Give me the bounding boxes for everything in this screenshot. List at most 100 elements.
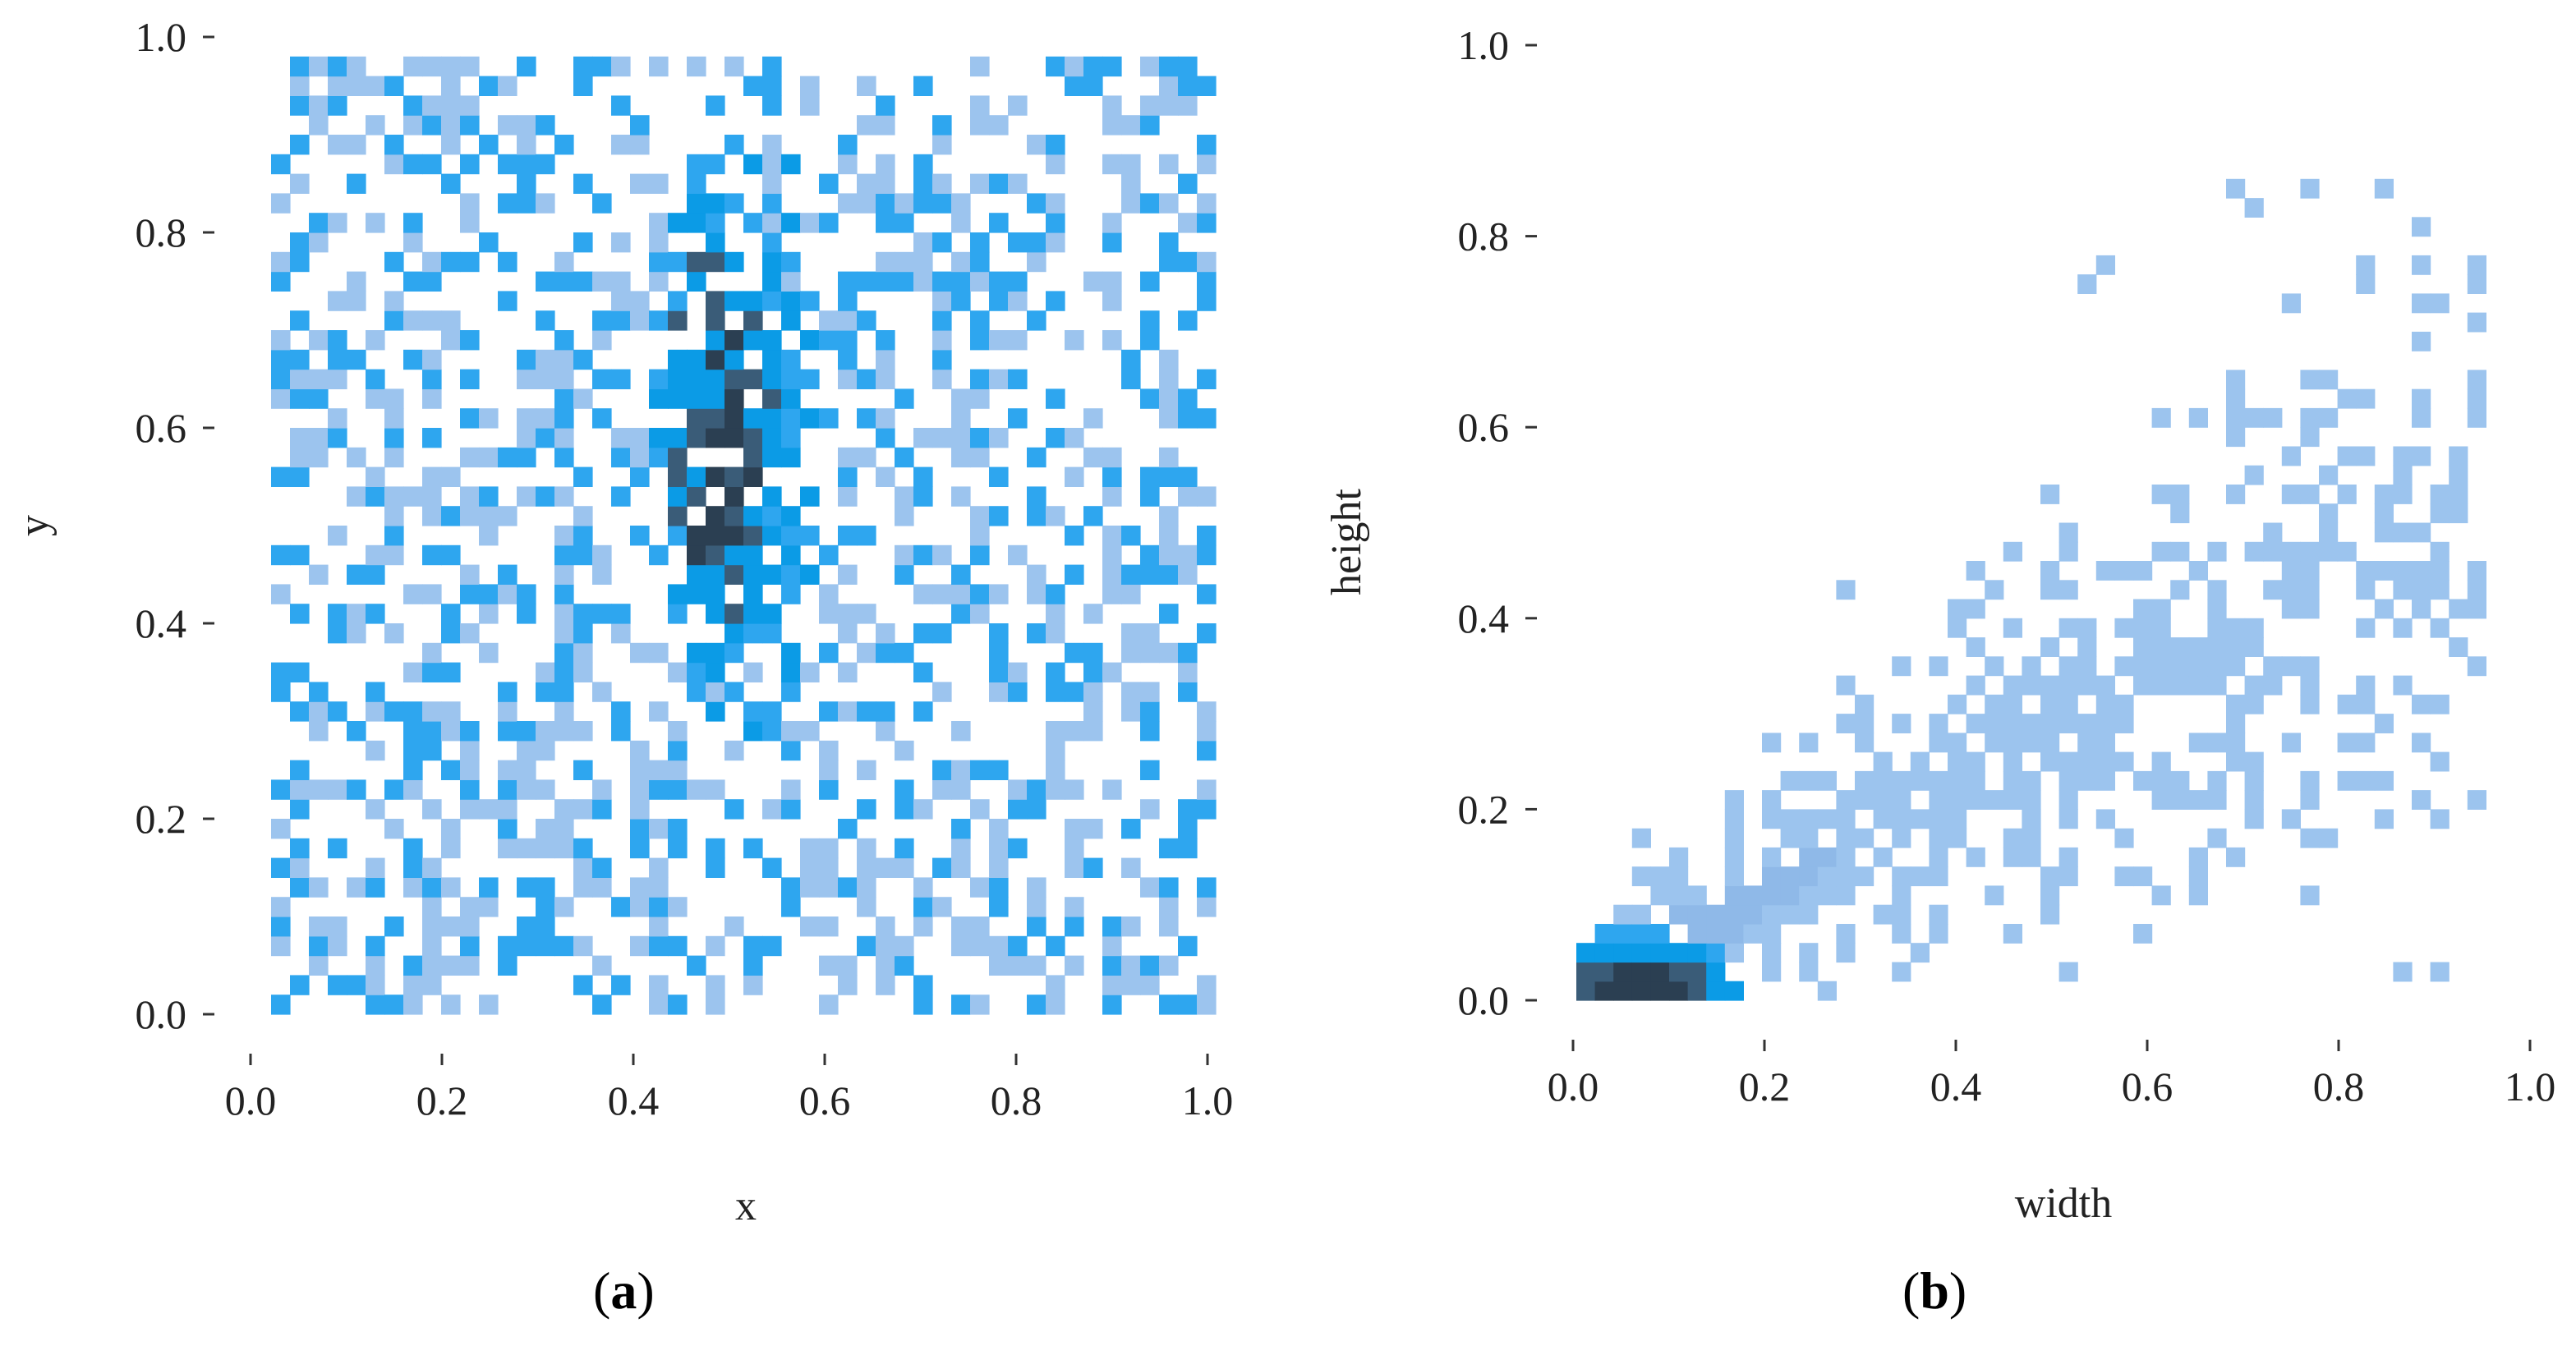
heatmap-cell: [554, 604, 574, 624]
heatmap-cell: [743, 975, 763, 995]
heatmap-cell: [2207, 541, 2227, 562]
heatmap-cell: [762, 701, 782, 722]
heatmap-cell: [951, 193, 971, 214]
heatmap-cell: [271, 779, 291, 800]
heatmap-cell: [422, 506, 442, 526]
heatmap-cell: [781, 291, 801, 311]
heatmap-cell: [819, 584, 839, 604]
heatmap-cell: [876, 349, 895, 370]
heatmap-cell: [611, 95, 631, 116]
heatmap-cell: [2077, 274, 2097, 294]
heatmap-cell: [706, 604, 725, 624]
heatmap-cell: [913, 173, 933, 194]
heatmap-cell: [1083, 701, 1103, 722]
heatmap-cell: [309, 56, 329, 77]
heatmap-cell: [876, 955, 895, 976]
heatmap-cell: [441, 955, 461, 976]
heatmap-cell: [668, 428, 688, 448]
heatmap-cell: [441, 95, 461, 116]
heatmap-cell: [1140, 330, 1160, 351]
heatmap-cell: [1159, 526, 1179, 546]
heatmap-cell: [1178, 486, 1198, 507]
heatmap-cell: [536, 897, 555, 917]
heatmap-cell: [762, 506, 782, 526]
heatmap-cell: [573, 544, 593, 566]
heatmap-cell: [649, 388, 669, 409]
heatmap-cell: [649, 935, 669, 957]
heatmap-cell: [328, 838, 347, 859]
heatmap-cell: [347, 623, 366, 644]
heatmap-cell: [2188, 675, 2208, 696]
heatmap-cell: [1178, 642, 1198, 664]
heatmap-cell: [1046, 56, 1065, 77]
heatmap-cell: [668, 251, 688, 273]
heatmap-cell: [554, 271, 574, 292]
heatmap-cell: [932, 310, 952, 331]
heatmap-cell: [1027, 584, 1046, 604]
heatmap-cell: [913, 799, 933, 820]
heatmap-cell: [1948, 618, 1967, 638]
heatmap-cell: [668, 388, 688, 409]
heatmap-cell: [876, 935, 895, 957]
heatmap-cell: [1140, 701, 1160, 722]
heatmap-cell: [441, 760, 461, 780]
panel-a-heatmap-cells: [271, 56, 1217, 1015]
heatmap-cell: [2412, 255, 2431, 275]
heatmap-cell: [706, 310, 725, 331]
heatmap-cell: [762, 154, 782, 175]
heatmap-cell: [290, 799, 310, 820]
heatmap-cell: [932, 173, 952, 194]
heatmap-cell: [403, 213, 423, 233]
heatmap-cell: [1836, 943, 1856, 963]
heatmap-cell: [1799, 943, 1819, 963]
heatmap-cell: [1197, 135, 1217, 155]
heatmap-cell: [1743, 885, 1763, 906]
heatmap-cell: [781, 897, 801, 917]
heatmap-cell: [876, 115, 895, 136]
heatmap-cell: [498, 291, 518, 311]
heatmap-cell: [724, 623, 744, 644]
heatmap-cell: [554, 897, 574, 917]
heatmap-cell: [2188, 656, 2208, 677]
heatmap-cell: [857, 76, 876, 96]
heatmap-cell: [2319, 465, 2339, 485]
heatmap-cell: [271, 897, 291, 917]
heatmap-cell: [403, 662, 423, 682]
heatmap-cell: [1613, 981, 1633, 1001]
heatmap-cell: [1178, 564, 1198, 585]
heatmap-cell: [1836, 809, 1856, 829]
heatmap-cell: [1631, 981, 1651, 1001]
heatmap-cell: [328, 526, 347, 546]
heatmap-cell: [2170, 503, 2190, 524]
heatmap-cell: [951, 935, 971, 957]
heatmap-cell: [1046, 232, 1065, 253]
heatmap-cell: [1102, 115, 1122, 136]
heatmap-cell: [724, 349, 744, 370]
heatmap-cell: [951, 995, 971, 1015]
heatmap-cell: [1613, 962, 1633, 982]
heatmap-cell: [498, 506, 518, 526]
heatmap-cell: [2393, 580, 2413, 600]
heatmap-cell: [422, 428, 442, 448]
heatmap-cell: [762, 135, 782, 155]
heatmap-cell: [1966, 561, 1985, 581]
heatmap-cell: [668, 291, 688, 311]
heatmap-cell: [2319, 370, 2339, 390]
heatmap-cell: [611, 701, 631, 722]
heatmap-cell: [2356, 580, 2376, 600]
heatmap-cell: [970, 115, 990, 136]
heatmap-cell: [2393, 962, 2413, 982]
heatmap-cell: [271, 916, 291, 937]
heatmap-cell: [592, 779, 612, 800]
heatmap-cell: [913, 916, 933, 937]
heatmap-cell: [479, 486, 499, 507]
heatmap-cell: [2226, 485, 2246, 504]
heatmap-cell: [989, 173, 1009, 194]
heatmap-cell: [819, 877, 839, 898]
heatmap-cell: [1083, 642, 1103, 664]
heatmap-cell: [347, 76, 366, 96]
heatmap-cell: [1159, 408, 1179, 429]
heatmap-cell: [592, 544, 612, 566]
heatmap-cell: [687, 408, 706, 429]
heatmap-cell: [403, 975, 423, 995]
